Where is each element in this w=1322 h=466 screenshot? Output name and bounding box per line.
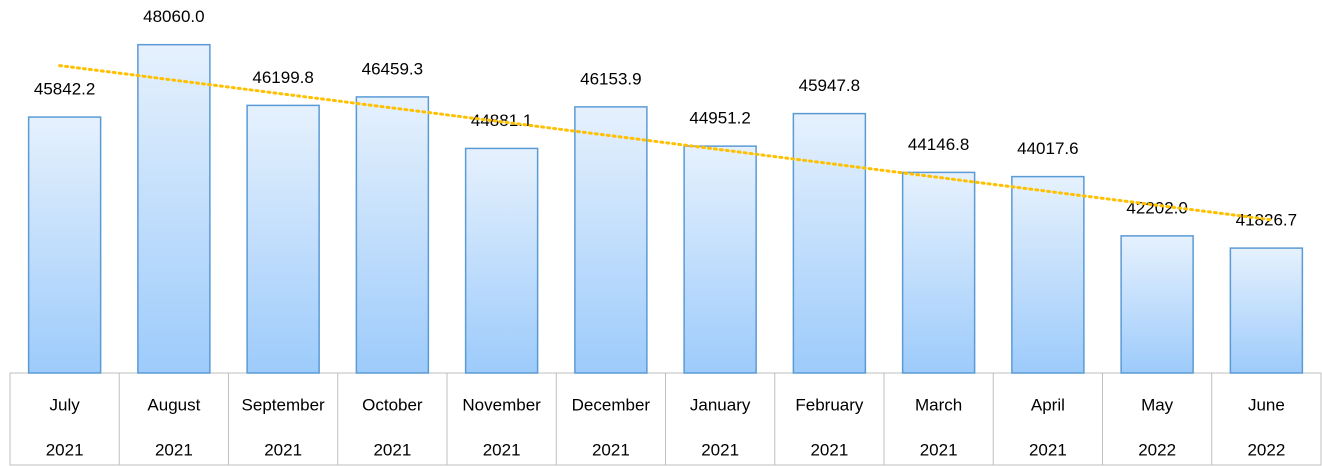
bar bbox=[1229, 247, 1304, 374]
bar bbox=[574, 106, 648, 374]
x-tick-label: October bbox=[362, 395, 423, 414]
data-label: 48060.0 bbox=[143, 7, 204, 26]
x-tick-label: 2021 bbox=[46, 440, 84, 459]
data-label: 46199.8 bbox=[252, 68, 313, 87]
x-tick-label: 2021 bbox=[920, 440, 958, 459]
bar bbox=[246, 104, 320, 374]
x-tick-label: February bbox=[795, 395, 864, 414]
bar bbox=[1120, 235, 1194, 374]
x-tick-label: April bbox=[1031, 395, 1065, 414]
data-label: 41826.7 bbox=[1236, 211, 1297, 230]
data-label: 44146.8 bbox=[908, 135, 969, 154]
bar bbox=[464, 147, 539, 374]
data-label: 44017.6 bbox=[1017, 139, 1078, 158]
x-tick-label: November bbox=[462, 395, 541, 414]
x-tick-label: 2021 bbox=[1029, 440, 1067, 459]
trendline bbox=[58, 64, 1273, 222]
x-tick-label: 2021 bbox=[701, 440, 739, 459]
x-tick-label: 2021 bbox=[483, 440, 521, 459]
data-label: 45947.8 bbox=[799, 76, 860, 95]
bar bbox=[137, 43, 211, 374]
x-tick-label: 2022 bbox=[1138, 440, 1176, 459]
x-tick-label: August bbox=[147, 395, 200, 414]
x-tick-label: 2021 bbox=[155, 440, 193, 459]
x-tick-label: June bbox=[1248, 395, 1285, 414]
bar bbox=[792, 112, 867, 374]
bar bbox=[901, 171, 976, 374]
x-tick-label: December bbox=[572, 395, 651, 414]
bar bbox=[27, 116, 102, 374]
x-tick-label: July bbox=[50, 395, 81, 414]
x-tick-label: 2021 bbox=[592, 440, 630, 459]
bar bbox=[1011, 175, 1085, 374]
x-tick-label: 2021 bbox=[810, 440, 848, 459]
x-tick-label: March bbox=[915, 395, 962, 414]
x-tick-label: 2021 bbox=[373, 440, 411, 459]
bar bbox=[355, 96, 430, 374]
x-tick-label: September bbox=[242, 395, 325, 414]
data-label: 46153.9 bbox=[580, 69, 641, 88]
x-tick-label: May bbox=[1141, 395, 1174, 414]
data-label: 44951.2 bbox=[689, 109, 750, 128]
x-tick-label: January bbox=[690, 395, 751, 414]
data-label: 46459.3 bbox=[362, 59, 423, 78]
x-tick-label: 2021 bbox=[264, 440, 302, 459]
bar bbox=[683, 145, 757, 374]
x-tick-label: 2022 bbox=[1247, 440, 1285, 459]
data-label: 45842.2 bbox=[34, 80, 95, 99]
